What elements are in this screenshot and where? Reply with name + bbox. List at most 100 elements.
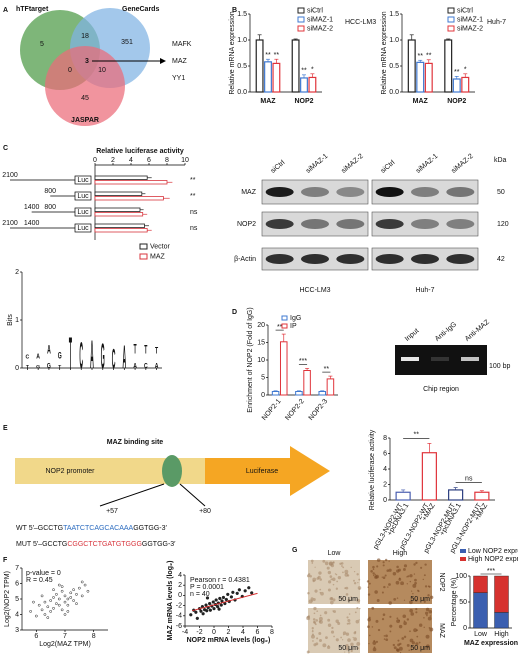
ihc-texture	[368, 582, 371, 585]
row-label: MAZ	[438, 623, 445, 639]
y-tick-label: 15	[257, 339, 265, 346]
ihc-texture	[313, 612, 316, 615]
position: +57	[106, 508, 118, 515]
point	[40, 594, 44, 598]
y-tick-label: 1	[15, 317, 19, 324]
point	[34, 614, 38, 618]
ihc-texture	[417, 589, 419, 592]
ihc-texture	[331, 626, 334, 629]
panel-letter: E	[3, 425, 8, 432]
bar	[272, 62, 281, 93]
ihc-texture	[337, 576, 342, 580]
ihc-texture	[356, 607, 359, 610]
construct-length: 2100	[2, 172, 18, 179]
significance: ***	[487, 568, 495, 575]
point	[201, 612, 205, 616]
legend-label: siCtrl	[307, 7, 323, 14]
x-tick-label: 6	[147, 157, 151, 164]
point	[219, 603, 223, 607]
x-tick-label: -4	[182, 629, 188, 636]
bar-segment	[473, 575, 488, 593]
ihc-texture	[387, 586, 389, 588]
point	[80, 594, 84, 598]
legend-label: MAZ	[150, 253, 166, 260]
significance: **	[277, 324, 283, 331]
ihc-texture	[423, 616, 425, 619]
point	[218, 596, 222, 601]
point	[57, 597, 61, 601]
ihc-texture	[332, 583, 335, 586]
panel-letter: G	[292, 547, 298, 554]
ihc-texture	[397, 639, 400, 642]
construct-length: 2100	[2, 220, 18, 227]
point	[46, 605, 50, 609]
ihc-texture	[420, 566, 423, 569]
reporter-label: Luc	[77, 193, 89, 200]
ihc-texture	[334, 573, 337, 575]
point	[37, 603, 41, 607]
ihc-texture	[344, 587, 347, 590]
legend-swatch	[297, 16, 305, 23]
band	[446, 219, 475, 229]
ihc-texture	[407, 575, 410, 578]
band	[301, 219, 329, 229]
ihc-texture	[332, 610, 334, 612]
ihc-texture	[329, 575, 333, 578]
lane-label: Anti-MAZ	[464, 318, 491, 343]
band	[265, 219, 294, 229]
ihc-texture	[354, 611, 357, 614]
ihc-texture	[358, 588, 361, 590]
significance: *	[311, 67, 314, 74]
bar	[300, 77, 308, 93]
legend-swatch	[139, 243, 148, 250]
band	[446, 187, 475, 197]
point	[72, 588, 75, 592]
ihc-texture	[382, 576, 386, 580]
ihc-texture	[312, 618, 316, 621]
scale-bar-label: 50 μm	[338, 596, 358, 603]
ihc-texture	[425, 611, 429, 615]
cell-line: Huh-7	[415, 287, 434, 294]
point	[214, 598, 218, 602]
band	[411, 254, 439, 264]
ihc-texture	[320, 591, 324, 596]
position: +80	[199, 508, 211, 515]
lane-label: siMAZ-1	[415, 153, 440, 175]
reporter-box	[74, 207, 92, 217]
construct-length: 800	[44, 204, 56, 211]
ihc-texture	[383, 638, 386, 640]
ihc-texture	[382, 561, 385, 564]
sequence-part: GGTGG-3′	[142, 541, 176, 548]
bar	[279, 341, 288, 396]
y-tick-label: 10	[257, 357, 265, 364]
point	[52, 596, 55, 599]
stat-label: R = 0.45	[26, 577, 53, 584]
ihc-texture	[414, 578, 417, 582]
x-tick-label: 10	[181, 157, 189, 164]
point	[75, 602, 78, 606]
band	[265, 254, 294, 264]
ihc-texture	[409, 580, 412, 583]
x-tick-label: 4	[129, 157, 133, 164]
point	[199, 609, 203, 613]
ihc-texture	[358, 619, 360, 621]
ihc-texture	[406, 583, 408, 585]
ihc-texture	[372, 641, 377, 645]
ihc-texture	[359, 608, 361, 610]
ihc-texture	[367, 593, 371, 596]
ihc-texture	[396, 617, 399, 620]
ihc-texture	[375, 574, 379, 579]
ihc-texture	[388, 601, 392, 605]
point	[63, 594, 67, 598]
ihc-texture	[307, 592, 310, 595]
ihc-texture	[316, 637, 319, 640]
ihc-texture	[312, 579, 315, 583]
lane-label: siMAZ-2	[450, 153, 475, 175]
stat-label: P = 0.0001	[190, 584, 224, 591]
ihc-texture	[325, 636, 328, 640]
point	[66, 610, 70, 613]
stat-label: Pearson r = 0.4381	[190, 577, 250, 584]
bar	[452, 78, 461, 93]
ihc-texture	[424, 585, 428, 588]
